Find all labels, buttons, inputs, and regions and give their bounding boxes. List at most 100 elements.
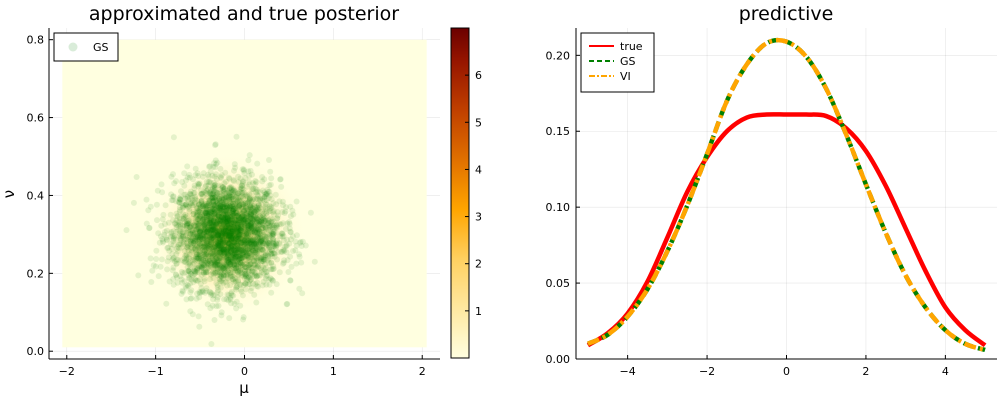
gs-sample-point — [248, 260, 255, 267]
gs-sample-point — [250, 243, 257, 249]
gs-sample-point — [239, 213, 246, 220]
gs-sample-point — [194, 254, 201, 261]
gs-sample-point — [198, 236, 205, 243]
gs-sample-point — [163, 236, 170, 243]
gs-sample-point — [247, 167, 254, 174]
gs-sample-point — [233, 258, 240, 265]
gs-sample-point — [183, 284, 190, 291]
gs-sample-point — [193, 236, 200, 242]
gs-sample-point — [220, 227, 227, 234]
gs-sample-point — [184, 244, 191, 251]
gs-sample-point — [198, 191, 205, 198]
gs-sample-point — [257, 213, 264, 220]
gs-sample-point — [217, 165, 224, 172]
gs-sample-point — [195, 237, 202, 244]
gs-sample-point — [209, 194, 216, 201]
gs-sample-point — [195, 234, 202, 241]
gs-sample-point — [205, 252, 212, 259]
gs-sample-point — [265, 239, 272, 246]
gs-sample-point — [198, 285, 205, 292]
gs-sample-point — [211, 224, 217, 231]
gs-sample-point — [255, 205, 261, 212]
gs-sample-point — [231, 220, 238, 227]
gs-sample-point — [235, 245, 242, 252]
gs-sample-point — [220, 204, 227, 211]
gs-sample-point — [243, 228, 250, 235]
gs-sample-point — [226, 240, 233, 247]
gs-sample-point — [224, 223, 231, 230]
gs-sample-point — [221, 251, 228, 258]
gs-sample-point — [225, 234, 232, 241]
gs-sample-point — [267, 205, 273, 212]
gs-sample-point — [223, 252, 230, 259]
gs-sample-point — [205, 229, 212, 236]
gs-sample-point — [198, 263, 204, 270]
gs-sample-point — [228, 242, 235, 249]
gs-sample-point — [226, 259, 232, 266]
gs-sample-point — [235, 225, 242, 232]
gs-sample-point — [233, 253, 239, 260]
gs-sample-point — [266, 157, 272, 163]
gs-sample-point — [230, 219, 237, 225]
gs-sample-point — [173, 260, 180, 267]
gs-sample-point — [194, 255, 201, 262]
gs-sample-point — [200, 218, 207, 225]
gs-sample-point — [257, 237, 264, 244]
gs-sample-point — [206, 240, 213, 247]
gs-sample-point — [212, 221, 219, 228]
gs-sample-point — [239, 213, 246, 220]
gs-sample-point — [235, 230, 242, 237]
gs-sample-point — [211, 244, 218, 251]
gs-sample-point — [203, 269, 210, 276]
gs-sample-point — [270, 231, 277, 238]
gs-sample-point — [218, 273, 224, 279]
gs-sample-point — [242, 271, 249, 278]
gs-sample-point — [208, 241, 215, 248]
gs-sample-point — [217, 173, 224, 180]
gs-sample-point — [230, 208, 236, 215]
gs-sample-point — [225, 239, 231, 246]
gs-sample-point — [199, 251, 206, 258]
gs-sample-point — [242, 220, 249, 227]
gs-sample-point — [223, 232, 230, 239]
posterior-x-tick-label-1: −1 — [148, 365, 164, 378]
gs-sample-point — [274, 237, 280, 244]
gs-sample-point — [221, 220, 228, 227]
gs-sample-point — [223, 224, 230, 231]
gs-sample-point — [246, 218, 253, 225]
gs-sample-point — [220, 220, 227, 227]
gs-sample-point — [206, 288, 213, 295]
gs-sample-point — [225, 245, 232, 252]
gs-sample-point — [215, 216, 222, 223]
gs-sample-point — [258, 216, 265, 223]
gs-sample-point — [199, 201, 206, 208]
gs-sample-point — [213, 198, 220, 205]
gs-sample-point — [203, 238, 210, 245]
gs-sample-point — [206, 206, 213, 213]
gs-sample-point — [252, 185, 259, 192]
gs-sample-point — [269, 253, 276, 260]
gs-sample-point — [221, 250, 228, 257]
gs-sample-point — [204, 228, 211, 235]
gs-sample-point — [212, 234, 219, 241]
gs-sample-point — [258, 201, 265, 208]
gs-sample-point — [241, 218, 248, 225]
gs-sample-point — [235, 235, 242, 242]
gs-sample-point — [245, 273, 252, 279]
gs-sample-point — [207, 206, 214, 213]
gs-sample-point — [242, 226, 249, 233]
gs-sample-point — [203, 249, 210, 256]
gs-sample-point — [220, 195, 227, 201]
gs-sample-point — [205, 236, 211, 243]
gs-sample-point — [250, 226, 257, 233]
gs-sample-point — [197, 229, 204, 236]
gs-sample-point — [263, 244, 270, 251]
gs-sample-point — [254, 279, 261, 286]
gs-sample-point — [217, 228, 224, 235]
gs-sample-point — [183, 252, 190, 259]
gs-sample-point — [199, 193, 206, 200]
gs-sample-point — [211, 226, 217, 233]
gs-sample-point — [205, 210, 212, 217]
gs-sample-point — [202, 269, 209, 276]
gs-sample-point — [252, 227, 259, 234]
